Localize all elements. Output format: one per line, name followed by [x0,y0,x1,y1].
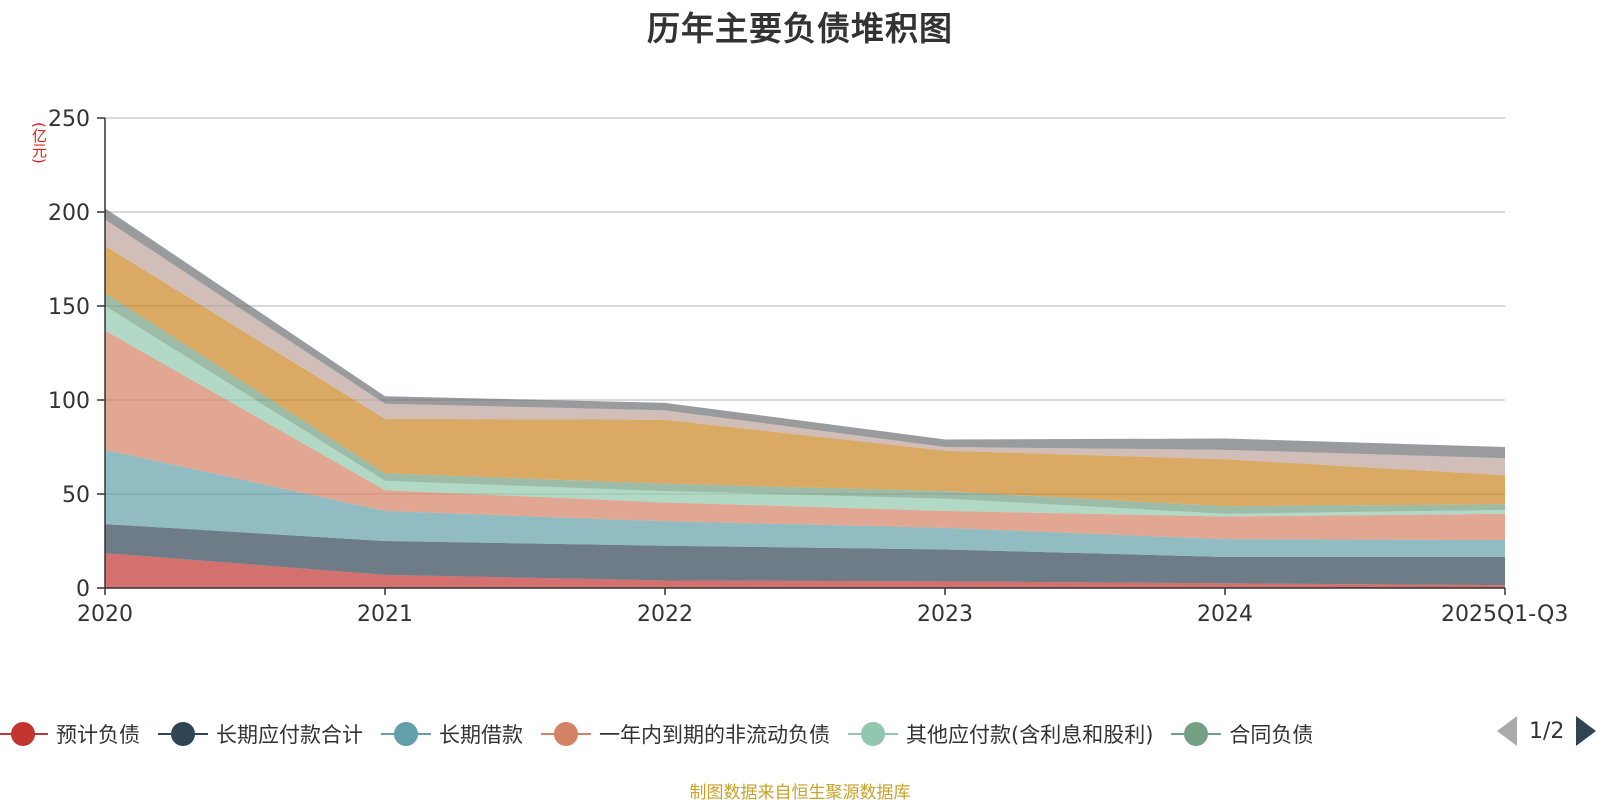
area-series-1 [105,524,1505,586]
data-source-note: 制图数据来自恒生聚源数据库 [689,783,911,803]
y-tick-label: 200 [48,201,90,226]
legend-dot [554,722,578,746]
legend-dot [1184,722,1209,746]
legend-item-other-payables[interactable]: 其他应付款(含利息和股利) [848,719,1153,749]
legend-marker-icon [0,722,48,746]
legend-label: 长期应付款合计 [216,723,363,747]
y-tick-labels: 0 50 100 150 200 250 [48,107,90,602]
legend-marker-icon [381,722,431,746]
legend-item-current-noncurrent-liabilities[interactable]: 一年内到期的非流动负债 [541,719,830,749]
legend-dot [11,722,35,746]
area-series-0 [105,553,1505,588]
legend-label: 长期借款 [439,723,523,747]
legend-item-provisions[interactable]: 预计负债 [0,719,140,749]
legend-marker-icon [1171,722,1222,746]
x-tick-label: 2021 [357,602,413,627]
y-tick-label: 50 [62,483,90,508]
legend-pager: 1/2 [1497,716,1597,746]
area-series-6 [105,245,1505,507]
legend-label: 合同负债 [1229,723,1314,747]
axes [97,117,1506,595]
y-tick-label: 0 [76,577,90,602]
area-series-2 [105,449,1505,557]
x-tick-label: 2020 [77,602,133,627]
legend-page-indicator: 1/2 [1529,718,1565,744]
x-tick-labels: 2020 2021 2022 2023 2024 2025Q1-Q3 [77,602,1568,627]
y-axis-unit-label: (亿元) [30,122,48,164]
legend-label: 其他应付款(含利息和股利) [906,723,1154,747]
x-tick-label: 2025Q1-Q3 [1441,602,1568,627]
y-tick-label: 150 [48,295,90,320]
legend-dot [861,722,885,746]
x-tick-label: 2023 [917,602,973,627]
y-tick-label: 250 [48,107,90,132]
previous-page-icon[interactable] [1497,716,1517,746]
legend-item-contract-liabilities[interactable]: 合同负债 [1171,719,1313,749]
area-series [105,208,1505,588]
next-page-icon[interactable] [1576,716,1597,746]
legend-label: 一年内到期的非流动负债 [599,723,830,747]
legend: 预计负债 长期应付款合计 长期借款 一年内到期的非流动负债 其他应付款(含利息和… [0,716,1600,752]
legend-marker-icon [541,722,591,746]
legend-item-long-term-loans[interactable]: 长期借款 [381,719,523,749]
area-series-3 [105,330,1505,541]
chart-title: 历年主要负债堆积图 [647,9,953,48]
y-tick-label: 100 [48,389,90,414]
legend-marker-icon [158,722,208,746]
area-series-7 [105,219,1505,476]
legend-item-long-term-payables[interactable]: 长期应付款合计 [158,719,363,749]
x-tick-label: 2024 [1197,602,1253,627]
legend-dot [394,722,418,746]
legend-label: 预计负债 [56,723,140,747]
legend-marker-icon [848,722,898,746]
legend-dot [171,722,195,746]
x-tick-label: 2022 [637,602,693,627]
